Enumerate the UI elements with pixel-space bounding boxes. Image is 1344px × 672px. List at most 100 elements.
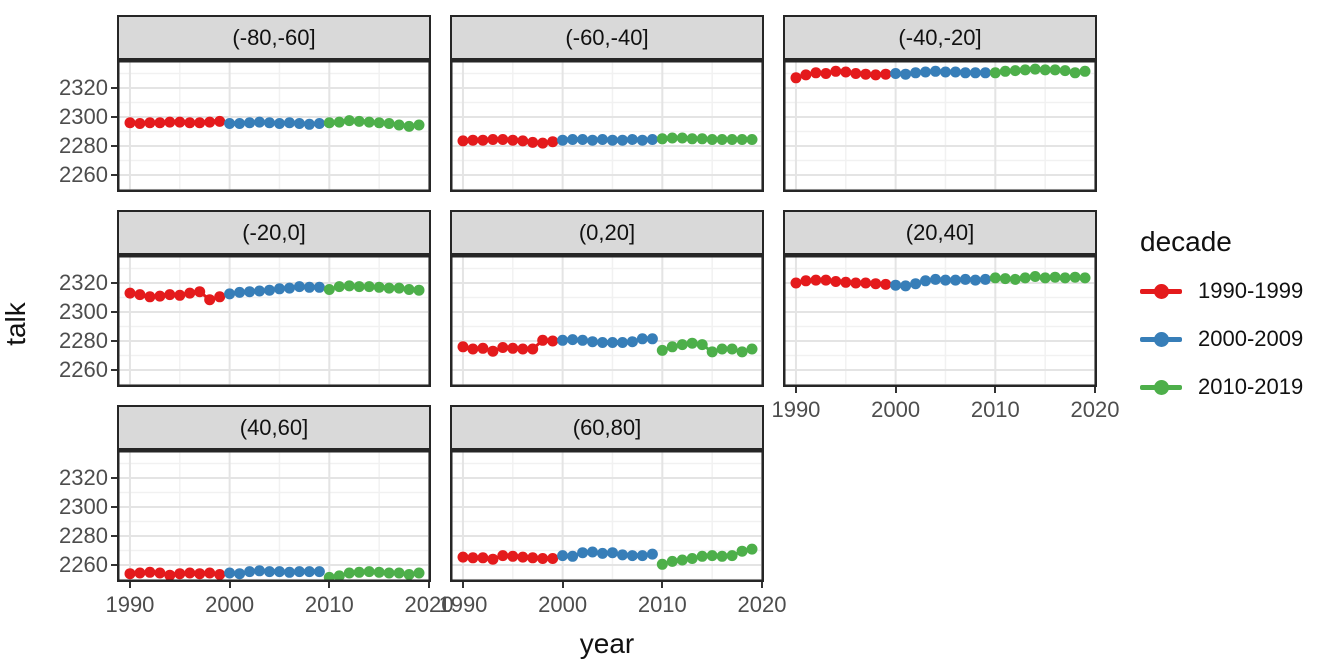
- data-point: [686, 133, 698, 145]
- x-tick-label: 2000: [205, 592, 255, 617]
- data-point: [557, 134, 569, 146]
- data-point: [1079, 65, 1091, 77]
- data-point: [597, 337, 608, 348]
- data-point: [214, 291, 226, 303]
- data-point: [557, 550, 569, 562]
- y-tick-label: 2280: [59, 523, 108, 549]
- data-point: [940, 274, 951, 286]
- data-point: [706, 346, 718, 358]
- facet-plot-area: [450, 60, 764, 192]
- data-point: [363, 116, 375, 128]
- data-point: [184, 287, 196, 299]
- data-point: [587, 546, 598, 558]
- facet-plot-area: [117, 60, 431, 192]
- data-point: [940, 66, 951, 78]
- data-point: [646, 134, 658, 145]
- panel-border: [783, 60, 1097, 192]
- data-point: [194, 568, 206, 580]
- data-point: [224, 288, 236, 300]
- x-tick-label: 1990: [771, 397, 821, 422]
- data-point: [587, 336, 598, 348]
- panel-border: [117, 450, 431, 582]
- data-point: [353, 115, 365, 127]
- legend-title: decade: [1140, 226, 1232, 257]
- data-point: [646, 333, 658, 345]
- data-point: [607, 134, 618, 146]
- data-point: [969, 274, 981, 286]
- data-point: [413, 567, 425, 579]
- data-point: [487, 553, 499, 565]
- data-point: [477, 552, 489, 564]
- data-point: [617, 134, 628, 146]
- data-point: [999, 273, 1011, 285]
- data-point: [800, 275, 812, 287]
- data-point: [577, 547, 589, 559]
- y-tick-label: 2300: [59, 299, 108, 324]
- data-point: [373, 566, 385, 578]
- data-point: [820, 274, 832, 286]
- data-point: [666, 341, 678, 353]
- data-point: [303, 118, 315, 130]
- data-point: [810, 274, 822, 286]
- data-point: [716, 134, 728, 145]
- data-point: [746, 134, 758, 145]
- data-point: [363, 281, 375, 293]
- data-point: [716, 343, 728, 355]
- data-point: [790, 72, 802, 84]
- facet-panel: [117, 60, 431, 192]
- data-point: [154, 290, 166, 302]
- y-tick-label: 2260: [59, 162, 108, 188]
- y-tick-label: 2260: [59, 357, 108, 383]
- data-point: [1069, 67, 1081, 79]
- data-point: [393, 567, 405, 579]
- data-point: [323, 571, 335, 582]
- data-point: [164, 116, 176, 128]
- x-tick-mark: [561, 582, 564, 588]
- legend-key-icon: [1140, 281, 1182, 301]
- data-point: [313, 566, 325, 578]
- data-point: [547, 553, 559, 564]
- data-point: [860, 277, 872, 289]
- data-point: [696, 550, 708, 562]
- data-point: [870, 278, 882, 290]
- facet-panel: [450, 255, 764, 387]
- data-point: [910, 67, 922, 79]
- data-point: [557, 334, 569, 346]
- legend-entry-label: 2000-2009: [1198, 326, 1304, 351]
- facet-panel: [450, 450, 764, 582]
- data-point: [527, 136, 539, 148]
- data-point: [164, 289, 176, 301]
- facet-strip-label: (20,40]: [905, 219, 975, 245]
- panel-border: [450, 60, 764, 192]
- data-point: [467, 134, 479, 146]
- data-point: [184, 567, 196, 579]
- data-point: [487, 134, 499, 145]
- x-tick-label: 2010: [637, 592, 687, 617]
- data-point: [144, 117, 156, 129]
- data-point: [736, 134, 748, 145]
- x-tick-label: 2010: [304, 592, 354, 617]
- data-point: [467, 552, 479, 564]
- data-point: [1059, 272, 1071, 284]
- facet-strip: (-40,-20]: [783, 15, 1097, 60]
- x-tick-mark: [761, 582, 763, 588]
- data-point: [1009, 273, 1021, 285]
- data-point: [413, 284, 425, 296]
- data-point: [194, 117, 206, 129]
- data-point: [457, 551, 469, 563]
- data-point: [323, 117, 335, 129]
- data-point: [666, 555, 678, 567]
- data-point: [989, 272, 1001, 284]
- y-tick-label: 2320: [59, 464, 108, 490]
- data-point: [617, 337, 628, 348]
- data-point: [870, 69, 882, 81]
- data-point: [333, 570, 345, 582]
- data-point: [224, 118, 236, 129]
- data-point: [920, 66, 931, 78]
- facet-strip-label: (-60,-40]: [565, 24, 649, 50]
- data-point: [830, 276, 842, 287]
- data-point: [413, 119, 425, 131]
- facet-strip: (-80,-60]: [117, 15, 431, 60]
- data-point: [244, 566, 256, 578]
- legend-entry-label: 1990-1999: [1198, 278, 1304, 303]
